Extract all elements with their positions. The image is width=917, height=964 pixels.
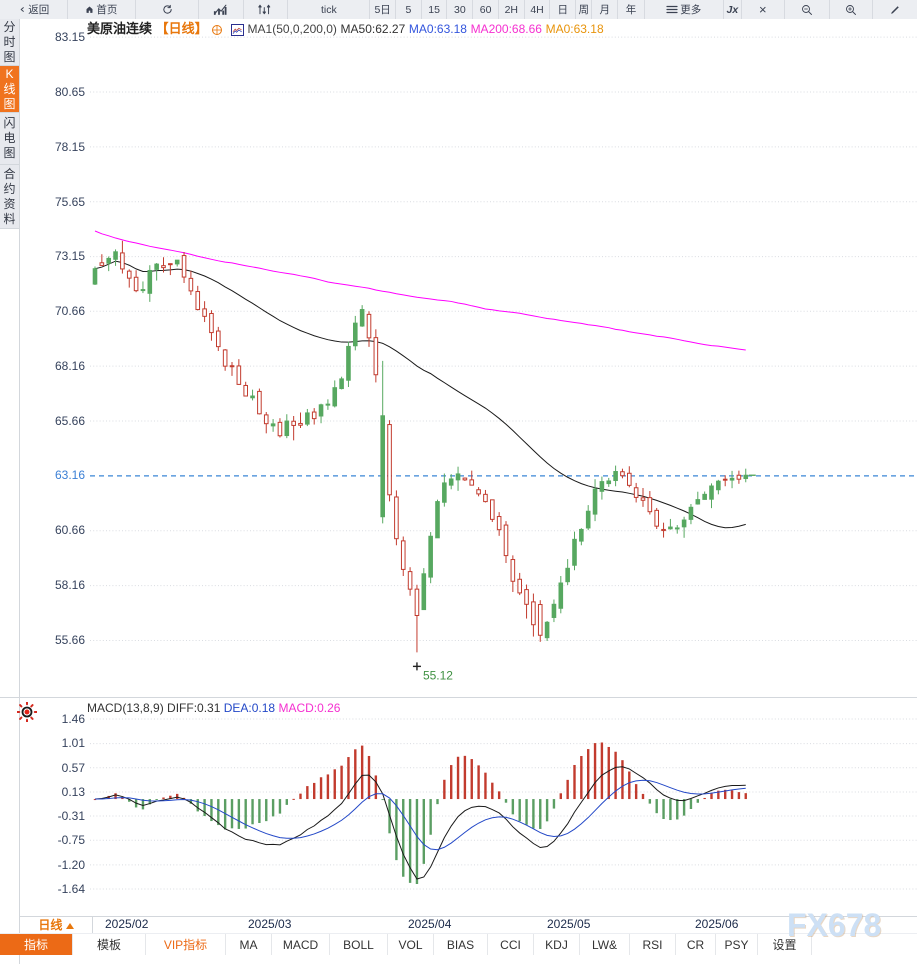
svg-text:55.12: 55.12 bbox=[423, 668, 453, 682]
